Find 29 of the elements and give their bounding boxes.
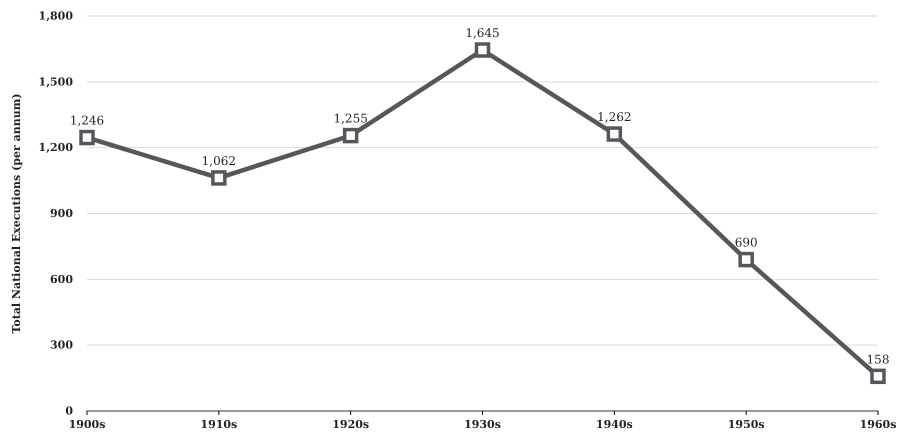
y-tick-label: 900 [50, 207, 74, 220]
data-label: 1,062 [202, 154, 236, 168]
y-tick-label: 0 [65, 404, 74, 418]
point [211, 170, 227, 186]
point [342, 128, 358, 144]
point [79, 130, 95, 146]
y-tick-label: 600 [50, 272, 74, 286]
data-label: 1,246 [70, 114, 104, 128]
y-tick-label: 1,500 [38, 75, 74, 88]
data-label: 158 [866, 352, 890, 366]
data-label: 690 [734, 236, 758, 250]
y-axis-title: Total National Executions (per annum) [10, 93, 23, 334]
x-tick-label: 1920s [332, 418, 370, 431]
x-tick-label: 1950s [728, 418, 765, 431]
x-tick-label: 1940s [596, 418, 633, 431]
data-label: 1,262 [597, 110, 632, 124]
x-tick-label: 1910s [200, 418, 238, 431]
data-label: 1,645 [465, 26, 500, 40]
point [870, 368, 886, 384]
y-tick-label: 1,800 [38, 10, 74, 23]
x-tick-label: 1900s [68, 418, 106, 431]
x-tick-label: 1930s [464, 418, 501, 431]
x-tick-label: 1960s [860, 418, 896, 431]
y-tick-label: 1,200 [38, 141, 74, 154]
y-tick-label: 300 [50, 338, 74, 352]
data-label: 1,255 [333, 112, 368, 126]
point [606, 126, 622, 142]
point [474, 42, 490, 58]
point [738, 252, 754, 268]
